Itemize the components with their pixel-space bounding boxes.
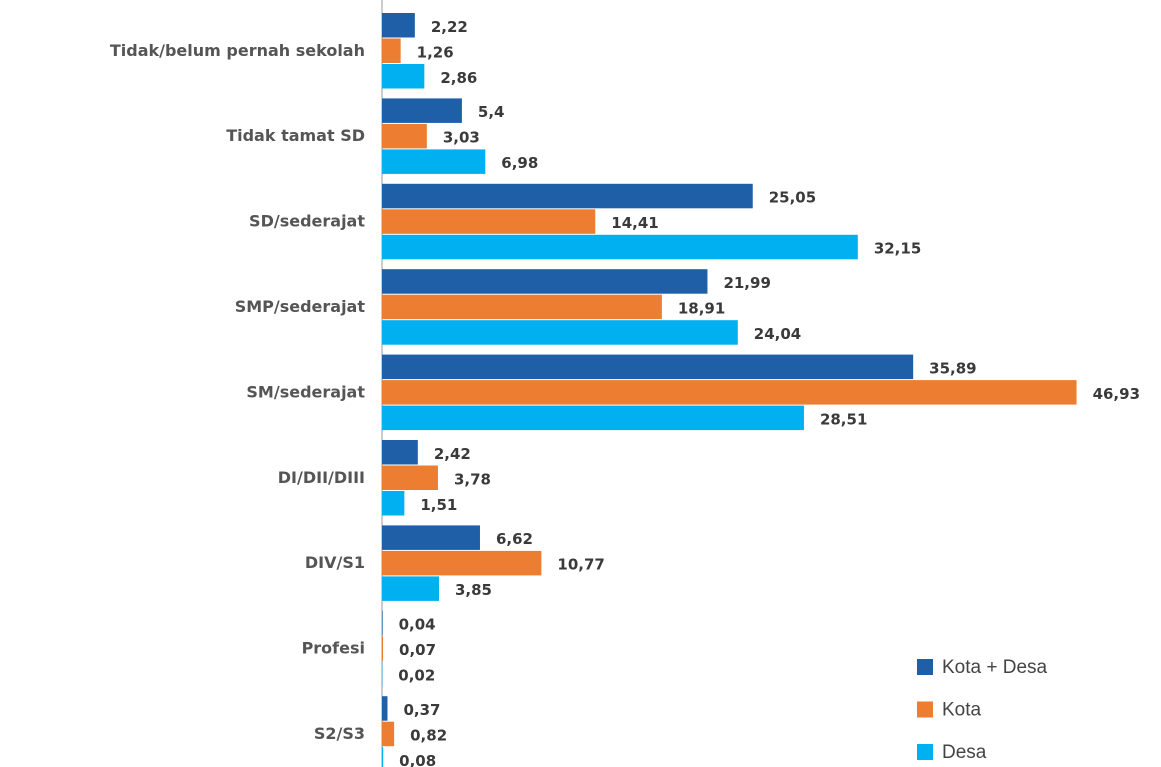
legend-label: Kota + Desa <box>942 657 1048 678</box>
data-label: 21,99 <box>723 274 770 292</box>
category-label: S2/S3 <box>314 724 365 743</box>
bar <box>382 38 401 63</box>
data-label: 2,42 <box>434 445 471 463</box>
data-label: 0,37 <box>403 701 440 719</box>
data-label: 0,04 <box>399 616 436 634</box>
data-label: 25,05 <box>769 189 816 207</box>
bar <box>382 525 480 550</box>
bar <box>382 721 395 747</box>
bar <box>382 98 462 123</box>
data-label: 1,26 <box>417 43 454 61</box>
bar <box>382 610 383 636</box>
data-label: 1,51 <box>420 496 457 514</box>
bar <box>382 636 384 661</box>
data-label: 3,78 <box>454 470 491 488</box>
data-label: 6,98 <box>501 154 538 172</box>
data-label: 0,07 <box>399 641 436 659</box>
legend-label: Desa <box>942 742 987 763</box>
data-label: 0,08 <box>399 752 436 767</box>
data-label: 10,77 <box>557 556 604 574</box>
bar <box>382 354 914 380</box>
bar <box>382 234 858 260</box>
legend-swatch <box>917 744 933 760</box>
category-label: SM/sederajat <box>246 382 365 401</box>
category-label: Tidak/belum pernah sekolah <box>110 41 365 60</box>
bar <box>382 123 427 149</box>
bar <box>382 550 542 576</box>
legend-swatch <box>917 659 933 675</box>
bar <box>382 183 753 209</box>
data-label: 32,15 <box>874 240 921 258</box>
category-label: DIV/S1 <box>305 553 365 572</box>
data-label: 28,51 <box>820 410 867 428</box>
data-label: 3,85 <box>455 581 492 599</box>
bar <box>382 440 418 465</box>
data-label: 24,04 <box>754 325 801 343</box>
bar <box>382 747 384 767</box>
data-label: 2,86 <box>440 69 477 87</box>
bar <box>382 13 415 38</box>
category-label: SMP/sederajat <box>235 297 366 316</box>
data-label: 18,91 <box>678 299 725 317</box>
bar <box>382 465 438 490</box>
data-label: 46,93 <box>1093 385 1140 403</box>
bar <box>382 491 405 516</box>
data-label: 6,62 <box>496 530 533 548</box>
data-label: 2,22 <box>431 18 468 36</box>
bar <box>382 269 708 294</box>
data-label: 5,4 <box>478 103 505 121</box>
category-label: Tidak tamat SD <box>226 126 365 145</box>
bar <box>382 380 1077 405</box>
bar <box>382 576 439 601</box>
data-label: 0,82 <box>410 726 447 744</box>
data-label: 3,03 <box>443 129 480 147</box>
category-label: Profesi <box>302 639 365 658</box>
category-label: DI/DII/DIII <box>278 468 365 487</box>
bar <box>382 405 804 431</box>
bar <box>382 149 486 174</box>
category-label: SD/sederajat <box>249 212 365 231</box>
bar <box>382 320 738 345</box>
bar <box>382 209 596 234</box>
bar <box>382 294 662 320</box>
bar <box>382 696 388 721</box>
data-label: 14,41 <box>611 214 658 232</box>
legend-swatch <box>917 701 933 718</box>
bar <box>382 64 425 89</box>
data-label: 35,89 <box>929 359 976 377</box>
data-label: 0,02 <box>398 667 435 685</box>
legend-label: Kota <box>942 700 982 721</box>
